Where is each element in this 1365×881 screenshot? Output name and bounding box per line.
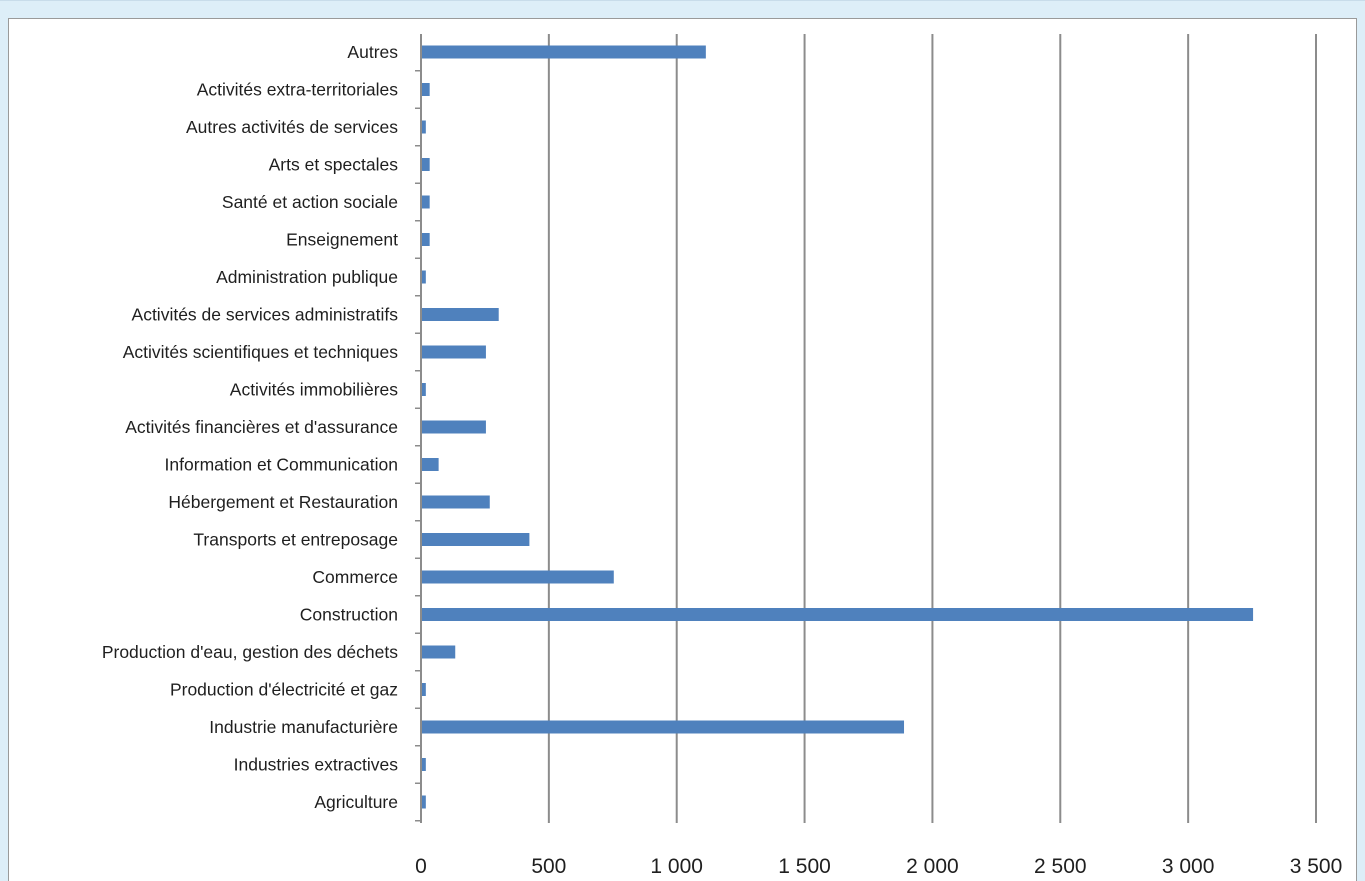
category-label-17: Production d'électricité et gaz xyxy=(170,680,398,700)
category-label-14: Commerce xyxy=(312,567,398,587)
bar-8 xyxy=(422,345,486,359)
x-tick-label-1500: 1 500 xyxy=(778,855,831,878)
category-label-20: Agriculture xyxy=(314,792,398,812)
x-tick-label-2500: 2 500 xyxy=(1034,855,1087,878)
category-label-0: Autres xyxy=(347,42,398,62)
bar-7 xyxy=(422,308,499,321)
bar-14 xyxy=(422,570,614,584)
bar-2 xyxy=(422,120,426,134)
category-label-6: Administration publique xyxy=(216,267,398,287)
bar-0 xyxy=(422,45,706,59)
bar-12 xyxy=(422,495,490,509)
bar-18 xyxy=(422,720,905,734)
category-label-12: Hébergement et Restauration xyxy=(168,492,398,512)
bar-11 xyxy=(422,458,439,471)
category-label-13: Transports et entreposage xyxy=(193,530,398,550)
category-label-5: Enseignement xyxy=(286,230,398,250)
x-tick-label-500: 500 xyxy=(531,855,566,878)
x-tick-labels: 0 500 1 000 1 500 2 000 2 500 3 000 3 500 xyxy=(415,855,1342,878)
x-tick-label-3000: 3 000 xyxy=(1162,855,1215,878)
bar-20 xyxy=(422,795,426,809)
bar-19 xyxy=(422,758,426,771)
x-tick-label-2000: 2 000 xyxy=(906,855,959,878)
category-label-18: Industrie manufacturière xyxy=(209,717,398,737)
category-label-16: Production d'eau, gestion des déchets xyxy=(102,642,398,662)
category-label-3: Arts et spectales xyxy=(269,155,399,175)
bar-13 xyxy=(422,533,530,546)
plot-panel xyxy=(8,18,1357,881)
category-label-8: Activités scientifiques et techniques xyxy=(123,342,399,362)
bar-10 xyxy=(422,420,486,434)
category-label-7: Activités de services administratifs xyxy=(132,305,399,325)
x-tick-label-1000: 1 000 xyxy=(650,855,703,878)
category-labels: Autres Activités extra-territoriales Autre… xyxy=(102,42,398,812)
bar-1 xyxy=(422,83,430,96)
bars xyxy=(422,45,1254,809)
bar-5 xyxy=(422,233,430,246)
x-tick-label-3500: 3 500 xyxy=(1290,855,1343,878)
category-label-9: Activités immobilières xyxy=(230,380,398,400)
category-label-19: Industries extractives xyxy=(234,755,399,775)
bar-6 xyxy=(422,270,426,284)
bar-16 xyxy=(422,645,456,659)
bar-3 xyxy=(422,158,430,171)
bar-17 xyxy=(422,683,426,696)
category-label-10: Activités financières et d'assurance xyxy=(125,417,398,437)
category-label-2: Autres activités de services xyxy=(186,117,398,137)
gridlines xyxy=(415,34,1317,823)
category-label-4: Santé et action sociale xyxy=(222,192,398,212)
category-label-11: Information et Communication xyxy=(165,455,398,475)
x-tick-label-0: 0 xyxy=(415,855,427,878)
category-label-1: Activités extra-territoriales xyxy=(197,80,399,100)
bar-15 xyxy=(422,608,1254,621)
bar-4 xyxy=(422,195,430,209)
bar-9 xyxy=(422,383,426,396)
category-label-15: Construction xyxy=(300,605,398,625)
